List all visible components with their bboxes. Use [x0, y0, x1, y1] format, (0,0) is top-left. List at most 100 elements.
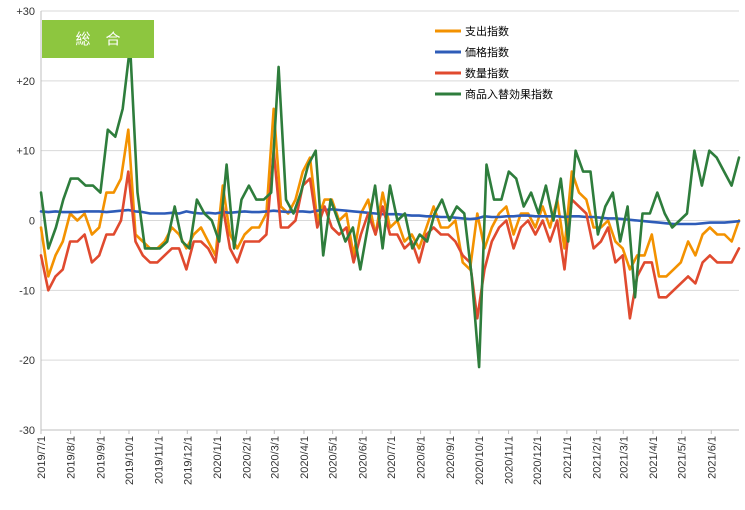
- data-point: [498, 226, 500, 229]
- x-tick-label: 2020/3/1: [269, 436, 281, 479]
- data-point: [62, 268, 64, 271]
- x-tick-label: 2020/9/1: [445, 436, 457, 479]
- data-point: [54, 254, 57, 257]
- data-point: [534, 215, 537, 218]
- data-point: [149, 261, 151, 264]
- data-point: [730, 184, 733, 187]
- data-point: [534, 226, 537, 229]
- data-point: [178, 212, 180, 215]
- data-point: [62, 211, 64, 213]
- data-point: [614, 240, 617, 243]
- data-point: [541, 205, 544, 208]
- x-tick-label: 2020/10/1: [474, 436, 486, 485]
- data-point: [585, 212, 588, 215]
- data-point: [207, 212, 209, 214]
- data-point: [127, 209, 130, 211]
- x-tick-label: 2019/11/1: [154, 436, 166, 484]
- data-point: [658, 296, 660, 299]
- data-point: [651, 233, 653, 236]
- data-point: [483, 268, 486, 271]
- data-point: [287, 211, 290, 213]
- data-point: [121, 108, 124, 110]
- data-point: [134, 240, 137, 243]
- data-point: [607, 219, 609, 222]
- data-point: [621, 247, 624, 250]
- data-point: [255, 198, 258, 201]
- data-point: [316, 209, 319, 212]
- data-point: [62, 198, 65, 201]
- data-point: [680, 282, 682, 285]
- data-point: [527, 214, 529, 217]
- data-point: [98, 226, 100, 229]
- data-point: [634, 296, 636, 299]
- data-point: [196, 198, 198, 201]
- data-point: [574, 149, 577, 152]
- data-point: [658, 221, 660, 224]
- data-point: [448, 219, 451, 222]
- data-point: [302, 210, 304, 213]
- data-point: [701, 233, 704, 236]
- data-point: [730, 240, 733, 243]
- data-point: [567, 240, 569, 243]
- data-point: [476, 317, 479, 320]
- data-point: [716, 221, 718, 224]
- data-point: [626, 205, 629, 208]
- data-point: [716, 233, 718, 236]
- data-point: [300, 191, 302, 194]
- data-point: [173, 205, 176, 208]
- data-point: [69, 177, 72, 180]
- legend-label: 支出指数: [465, 24, 509, 38]
- x-tick-label: 2020/12/1: [532, 436, 544, 485]
- data-point: [541, 215, 544, 218]
- data-point: [641, 212, 644, 215]
- data-point: [629, 268, 631, 271]
- data-point: [338, 209, 340, 211]
- data-point: [491, 216, 493, 218]
- data-point: [563, 247, 566, 250]
- data-point: [258, 226, 260, 229]
- data-point: [91, 261, 93, 264]
- data-point: [411, 233, 413, 236]
- data-point: [447, 233, 450, 236]
- data-point: [236, 211, 239, 213]
- data-point: [597, 233, 599, 236]
- data-point: [171, 247, 173, 250]
- data-point: [233, 247, 235, 250]
- data-point: [54, 210, 57, 213]
- data-point: [112, 191, 115, 194]
- data-point: [331, 226, 333, 229]
- data-point: [396, 219, 399, 222]
- data-point: [214, 261, 217, 264]
- data-point: [418, 247, 420, 250]
- data-point: [243, 233, 246, 236]
- data-point: [222, 184, 224, 187]
- data-point: [556, 219, 558, 222]
- x-tick-label: 2020/2/1: [242, 436, 254, 479]
- data-point: [265, 233, 268, 236]
- x-tick-label: 2019/9/1: [95, 436, 107, 479]
- data-point: [263, 198, 265, 201]
- data-point: [592, 226, 595, 229]
- data-point: [469, 218, 471, 220]
- data-point: [149, 212, 151, 215]
- data-point: [500, 198, 503, 201]
- data-point: [505, 215, 508, 218]
- data-point: [621, 218, 624, 220]
- data-point: [649, 212, 651, 215]
- legend-label: 商品入替効果指数: [465, 87, 553, 101]
- data-point: [701, 184, 703, 187]
- data-point: [329, 198, 332, 201]
- data-point: [69, 211, 71, 213]
- data-point: [578, 205, 580, 208]
- data-point: [389, 184, 391, 187]
- data-point: [151, 247, 154, 250]
- data-point: [251, 211, 253, 213]
- data-point: [381, 247, 384, 250]
- data-point: [47, 275, 50, 278]
- data-point: [432, 226, 435, 229]
- data-point: [345, 209, 348, 212]
- data-point: [92, 184, 94, 187]
- data-point: [292, 212, 295, 215]
- data-point: [716, 261, 718, 264]
